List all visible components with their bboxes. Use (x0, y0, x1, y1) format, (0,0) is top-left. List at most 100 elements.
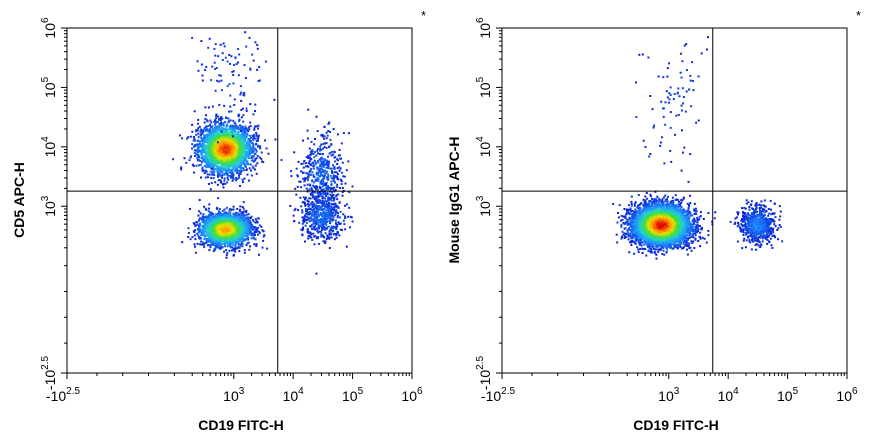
event-dot (196, 145, 199, 148)
event-dot (207, 134, 210, 136)
event-dot (222, 186, 225, 189)
event-dot (203, 172, 206, 175)
event-dot (202, 144, 205, 147)
event-dot (228, 223, 231, 226)
event-dot (189, 135, 192, 138)
event-dot (219, 239, 222, 242)
event-dot (217, 142, 220, 145)
event-dot (255, 140, 258, 142)
event-dot (244, 131, 247, 134)
event-dot (231, 222, 233, 225)
event-dot (239, 137, 242, 140)
event-dot (206, 137, 209, 139)
event-dot (185, 161, 188, 164)
event-dot (232, 148, 235, 151)
event-dot (218, 216, 221, 219)
event-dot (210, 177, 213, 179)
event-dot (217, 168, 220, 171)
event-dot (211, 135, 214, 138)
event-dot (244, 219, 247, 222)
event-dot (227, 128, 230, 131)
event-dot (245, 229, 248, 232)
event-dot (246, 134, 249, 137)
event-dot (220, 133, 223, 136)
event-dot (196, 143, 199, 146)
event-dot (229, 119, 232, 122)
event-dot (253, 168, 256, 171)
event-dot (237, 169, 240, 172)
event-dot (188, 159, 191, 162)
event-dot (225, 206, 228, 209)
event-dot (230, 156, 233, 159)
event-dot (249, 227, 252, 230)
event-dot (236, 138, 239, 141)
event-dot (204, 221, 206, 224)
event-dot (226, 159, 229, 162)
event-dot (200, 151, 203, 153)
event-dot (237, 149, 240, 152)
event-dot (209, 136, 212, 138)
event-dot (228, 136, 231, 139)
event-dot (241, 125, 244, 128)
event-dot (233, 165, 236, 168)
event-dot (230, 241, 233, 244)
event-dot (219, 134, 222, 137)
event-dot (223, 161, 226, 164)
event-dot (220, 146, 223, 149)
event-dot (255, 142, 258, 145)
event-dot (230, 173, 233, 176)
plot-panel-cd5: * CD19 FITC-H CD5 APC-H -102.5 103 104 105 1… (11, 8, 426, 433)
event-dot (180, 168, 183, 171)
event-dot (211, 127, 214, 130)
event-dot (193, 110, 196, 113)
event-dot (212, 164, 215, 167)
event-dots (172, 31, 354, 275)
event-dot (245, 146, 248, 149)
event-dot (219, 124, 222, 127)
event-dot (194, 229, 196, 232)
event-dot (236, 240, 239, 243)
event-dot (228, 221, 231, 224)
event-dot (225, 168, 228, 171)
event-dot (207, 239, 210, 242)
event-dot (232, 145, 235, 148)
event-dot (255, 220, 258, 223)
event-dot (209, 244, 212, 246)
event-dot (193, 243, 196, 246)
event-dot (237, 237, 240, 240)
event-dot (230, 141, 232, 144)
event-dot (214, 235, 217, 238)
event-dot (199, 243, 202, 246)
event-dot (257, 139, 260, 142)
event-dot (235, 168, 238, 171)
event-dot (222, 168, 224, 171)
event-dot (200, 153, 203, 156)
event-dot (218, 133, 221, 136)
event-dot (220, 128, 223, 131)
event-dot (201, 140, 204, 143)
event-dot (201, 155, 204, 158)
event-dot (224, 161, 227, 163)
event-dot (213, 215, 215, 218)
event-dot (258, 224, 261, 227)
event-dot (252, 234, 255, 237)
event-dot (234, 161, 237, 164)
event-dot (224, 222, 227, 225)
event-dot (217, 135, 220, 138)
event-dot (233, 227, 235, 230)
event-dot (236, 133, 238, 136)
event-dot (222, 239, 225, 242)
event-dot (232, 208, 235, 211)
event-dot (259, 147, 262, 150)
event-dot (224, 137, 227, 140)
event-dot (252, 166, 255, 169)
event-dot (222, 233, 225, 236)
event-dot (221, 165, 224, 167)
event-dot (200, 237, 203, 240)
event-dot (225, 214, 228, 217)
event-dot (249, 134, 252, 137)
event-dot (225, 219, 228, 222)
event-dot (222, 148, 225, 151)
event-dot (204, 207, 207, 210)
event-dot (214, 229, 217, 232)
